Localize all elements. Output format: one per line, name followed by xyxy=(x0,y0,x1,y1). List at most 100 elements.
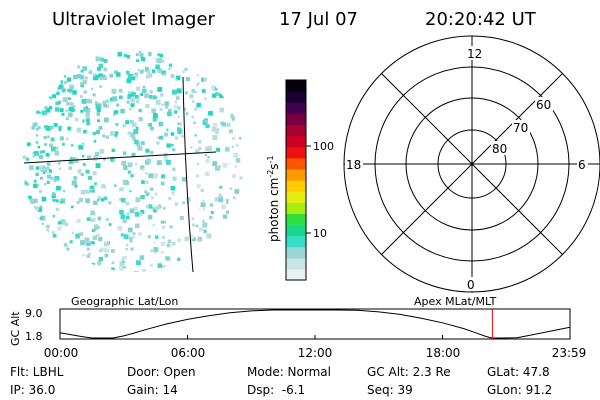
speckle-dot xyxy=(63,190,66,193)
speckle-dot xyxy=(226,199,229,202)
speckle-dot xyxy=(123,234,129,240)
plot-right-title: Apex MLat/MLT xyxy=(414,295,497,308)
speckle-dot xyxy=(71,205,74,209)
speckle-dot xyxy=(68,166,73,170)
speckle-dot xyxy=(175,136,179,140)
speckle-dot xyxy=(215,130,219,135)
speckle-dot xyxy=(211,85,215,90)
speckle-dot xyxy=(84,76,88,80)
speckle-dot xyxy=(91,241,95,245)
speckle-dot xyxy=(123,165,128,171)
speckle-dot xyxy=(202,208,205,211)
ring-label-60: 60 xyxy=(536,98,551,112)
speckle-dot xyxy=(22,155,26,159)
speckle-dot xyxy=(62,97,68,102)
speckle-dot xyxy=(35,134,39,137)
speckle-dot xyxy=(203,97,207,101)
speckle-dot xyxy=(93,75,99,80)
speckle-dot xyxy=(217,128,220,131)
speckle-dot xyxy=(210,211,214,215)
speckle-dot xyxy=(149,263,153,267)
speckle-dot xyxy=(216,147,220,152)
speckle-dot xyxy=(219,185,223,189)
speckle-dot xyxy=(98,256,103,262)
speckle-dot xyxy=(102,100,107,105)
speckle-dot xyxy=(173,110,178,114)
speckle-dot xyxy=(184,91,189,95)
speckle-dot xyxy=(74,184,78,188)
speckle-dot xyxy=(58,125,62,129)
speckle-dot xyxy=(99,249,103,252)
speckle-dot xyxy=(90,218,95,222)
speckle-dot xyxy=(162,236,165,239)
speckle-dot xyxy=(60,80,64,83)
speckle-dot xyxy=(140,57,146,62)
speckle-dot xyxy=(114,70,118,74)
speckle-dot xyxy=(81,98,87,104)
speckle-dot xyxy=(85,106,88,109)
speckle-dot xyxy=(36,110,40,114)
speckle-dot xyxy=(90,185,94,189)
speckle-dot xyxy=(200,202,206,208)
status-flt: Flt: LBHL xyxy=(10,365,64,379)
speckle-dot xyxy=(157,86,163,92)
speckle-dot xyxy=(146,69,151,74)
speckle-dot xyxy=(98,63,103,69)
speckle-dot xyxy=(202,222,208,228)
colorbar: 100 10 photon cm-2s-1 xyxy=(266,79,334,281)
status-glat: GLat: 47.8 xyxy=(487,365,550,379)
speckle-dot xyxy=(230,113,236,119)
speckle-dot xyxy=(127,94,132,99)
speckle-dot xyxy=(177,127,181,131)
speckle-dot xyxy=(205,171,210,177)
x-tick-label-1800: 18:00 xyxy=(426,346,461,360)
speckle-dot xyxy=(57,226,62,231)
speckle-dot xyxy=(55,179,58,182)
speckle-dot xyxy=(152,117,157,122)
speckle-dot xyxy=(66,77,72,82)
speckle-dot xyxy=(128,91,132,94)
ring-label-70: 70 xyxy=(513,121,528,135)
speckle-dot xyxy=(179,216,184,221)
speckle-dot xyxy=(219,93,224,99)
speckle-dot xyxy=(140,194,145,200)
ring-label-80-bg xyxy=(491,141,509,155)
polar-outer-ring xyxy=(343,35,600,293)
speckle-dot xyxy=(104,253,109,258)
speckle-dot xyxy=(234,165,237,168)
speckle-dot xyxy=(110,157,115,162)
speckle-dot xyxy=(153,240,157,244)
speckle-dot xyxy=(140,165,145,170)
speckle-dot xyxy=(55,101,59,106)
speckle-dot xyxy=(76,201,80,204)
speckle-dot xyxy=(205,159,210,164)
speckle-dot xyxy=(181,177,187,182)
speckle-dot xyxy=(33,183,38,189)
speckle-dot xyxy=(160,59,165,63)
plot-y-label: GC Alt xyxy=(9,311,22,346)
speckle-dot xyxy=(147,235,151,239)
speckle-dot xyxy=(68,159,74,165)
speckle-dot xyxy=(42,165,46,170)
speckle-dot xyxy=(116,103,120,107)
colorbar-band xyxy=(286,135,306,148)
speckle-dot xyxy=(185,77,190,82)
speckle-dot xyxy=(156,141,160,145)
speckle-dot xyxy=(41,223,44,226)
speckle-dot xyxy=(44,183,47,186)
speckle-dot xyxy=(239,136,242,140)
polar-label-0: 0 xyxy=(467,278,475,292)
speckle-dot xyxy=(131,133,136,138)
speckle-dot xyxy=(161,174,166,179)
speckle-dot xyxy=(77,169,81,174)
speckle-dot xyxy=(122,109,125,113)
speckle-dot xyxy=(232,174,237,179)
speckle-dot xyxy=(127,162,133,168)
polar-ring-70 xyxy=(405,97,539,231)
speckle-dot xyxy=(131,152,136,157)
speckle-dot xyxy=(95,104,101,110)
speckle-dot xyxy=(80,240,85,246)
speckle-dot xyxy=(135,126,139,130)
speckle-dot xyxy=(105,135,109,139)
